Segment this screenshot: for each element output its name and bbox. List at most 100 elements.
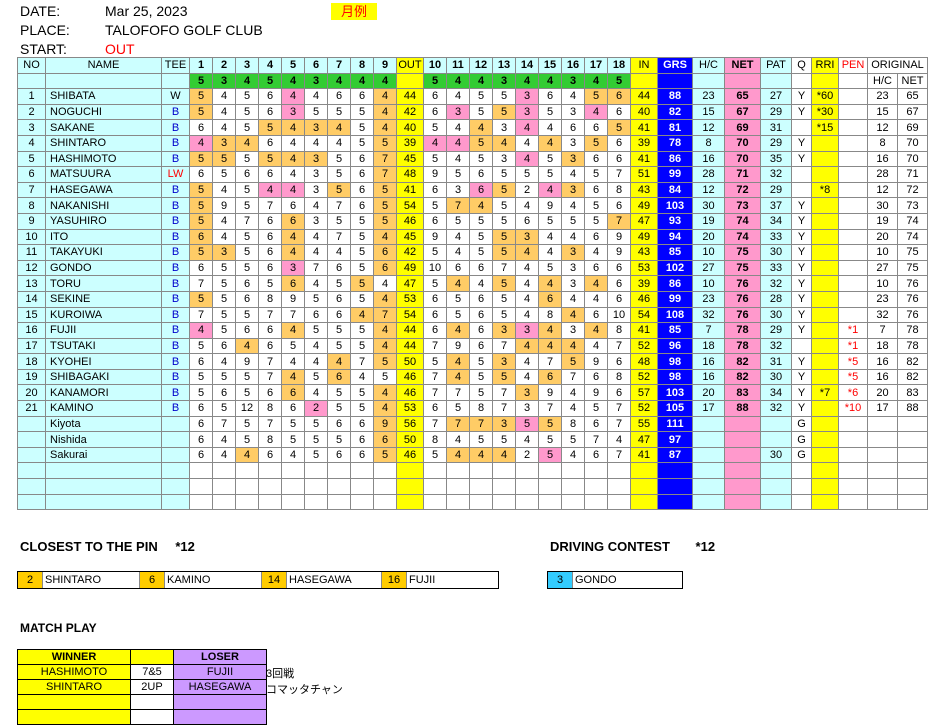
player-tee: B xyxy=(161,134,190,152)
empty-cell xyxy=(692,478,725,495)
driving-title-text: DRIVING CONTEST xyxy=(550,539,670,554)
driving-prize: *12 xyxy=(695,539,716,554)
hole-score: 3 xyxy=(515,88,539,105)
par-blank xyxy=(657,72,693,90)
hole-score: 5 xyxy=(492,103,516,121)
hole-score: 5 xyxy=(189,150,213,168)
original-net xyxy=(897,431,928,448)
hole-score: 5 xyxy=(469,212,493,230)
hole-score: 7 xyxy=(607,446,631,464)
hole-score: 3 xyxy=(304,166,328,183)
handicap: 23 xyxy=(692,88,725,105)
player-no: 21 xyxy=(17,400,46,417)
player-row: Nishida 6 4 5 8 5 5 5 6 6 50 8 4 5 5 4 5 5 7 4 47 97 G xyxy=(17,431,928,448)
hole-score: 5 xyxy=(373,134,397,152)
hole-score: 6 xyxy=(423,290,447,308)
hole-score: 6 xyxy=(189,400,213,417)
empty-cell xyxy=(212,493,236,511)
empty-cell xyxy=(373,478,397,495)
hole-score: 5 xyxy=(258,119,282,136)
hole-score: 8 xyxy=(607,368,631,386)
hole-score: 4 xyxy=(304,197,328,214)
hole-score: 5 xyxy=(235,103,259,121)
in-total: 47 xyxy=(630,212,658,230)
out-total: 54 xyxy=(396,197,424,214)
hole-score: 5 xyxy=(281,337,305,355)
hole-score: 5 xyxy=(350,244,374,261)
hole-score: 5 xyxy=(189,368,213,386)
hole-score: 7 xyxy=(189,275,213,292)
hole-score: 5 xyxy=(584,166,608,183)
in-total: 41 xyxy=(630,119,658,136)
hole-score: 5 xyxy=(212,259,236,277)
player-tee: B xyxy=(161,353,190,370)
penalty xyxy=(838,431,868,448)
match-loser: FUJII xyxy=(173,664,267,680)
putts: 31 xyxy=(760,353,792,370)
handicap: 23 xyxy=(692,290,725,308)
empty-cell xyxy=(492,478,516,495)
in-total: 55 xyxy=(630,415,658,433)
hole-score: 4 xyxy=(446,88,470,105)
driving-title: DRIVING CONTEST *12 xyxy=(550,539,715,554)
original-net: 70 xyxy=(897,150,928,168)
hole-score: 3 xyxy=(492,322,516,339)
hole-score: 4 xyxy=(304,337,328,355)
hole-score: 5 xyxy=(469,368,493,386)
gross-score: 85 xyxy=(657,322,693,339)
hole-score: 5 xyxy=(584,212,608,230)
hole-score: 6 xyxy=(350,431,374,448)
hole-score: 5 xyxy=(373,212,397,230)
rri-points xyxy=(811,134,839,152)
player-row: 10 ITO B 6 4 5 6 4 4 7 5 4 45 9 4 5 5 3 4 4 6 9 49 94 20 74 33 Y 20 7… xyxy=(17,228,928,246)
hole-score: 5 xyxy=(469,384,493,402)
player-tee: B xyxy=(161,259,190,277)
hole-score: 3 xyxy=(561,181,585,199)
hole-score: 5 xyxy=(189,290,213,308)
hole-score: 5 xyxy=(212,368,236,386)
hole-score: 6 xyxy=(423,322,447,339)
hole-score: 6 xyxy=(281,384,305,402)
hole-score: 6 xyxy=(350,88,374,105)
hole-score: 6 xyxy=(258,259,282,277)
in-total: 47 xyxy=(630,431,658,448)
hole-score: 4 xyxy=(584,322,608,339)
empty-cell xyxy=(630,462,658,480)
par-blank xyxy=(724,72,761,90)
player-name: GONDO xyxy=(45,259,162,277)
net-score: 70 xyxy=(724,150,761,168)
hole-score: 5 xyxy=(304,415,328,433)
handicap: 28 xyxy=(692,166,725,183)
hole-score: 4 xyxy=(373,400,397,417)
hole-score: 7 xyxy=(607,212,631,230)
col-grs: GRS xyxy=(657,57,693,74)
hole-score: 9 xyxy=(281,290,305,308)
in-total: 53 xyxy=(630,259,658,277)
empty-cell xyxy=(897,478,928,495)
player-name: ITO xyxy=(45,228,162,246)
rri-points xyxy=(811,259,839,277)
hole-score: 5 xyxy=(538,166,562,183)
hole-score: 7 xyxy=(423,368,447,386)
handicap: 7 xyxy=(692,322,725,339)
hole-score: 6 xyxy=(258,446,282,464)
penalty xyxy=(838,228,868,246)
hole-score: 6 xyxy=(607,353,631,370)
player-no: 4 xyxy=(17,134,46,152)
gross-score: 111 xyxy=(657,415,693,433)
hole-score: 5 xyxy=(515,415,539,433)
col-hole: 15 xyxy=(538,57,562,74)
closest-title: CLOSEST TO THE PIN *12 xyxy=(20,539,195,554)
hole-score: 4 xyxy=(538,337,562,355)
hole-score: 9 xyxy=(446,337,470,355)
player-no: 6 xyxy=(17,166,46,183)
out-total: 54 xyxy=(396,306,424,324)
handicap: 19 xyxy=(692,212,725,230)
place-label: PLACE: xyxy=(20,22,70,38)
hole-score: 4 xyxy=(538,181,562,199)
rri-points xyxy=(811,446,839,464)
player-tee: W xyxy=(161,88,190,105)
hole-score: 4 xyxy=(561,197,585,214)
col-tee: TEE xyxy=(161,57,190,74)
putts xyxy=(760,415,792,433)
